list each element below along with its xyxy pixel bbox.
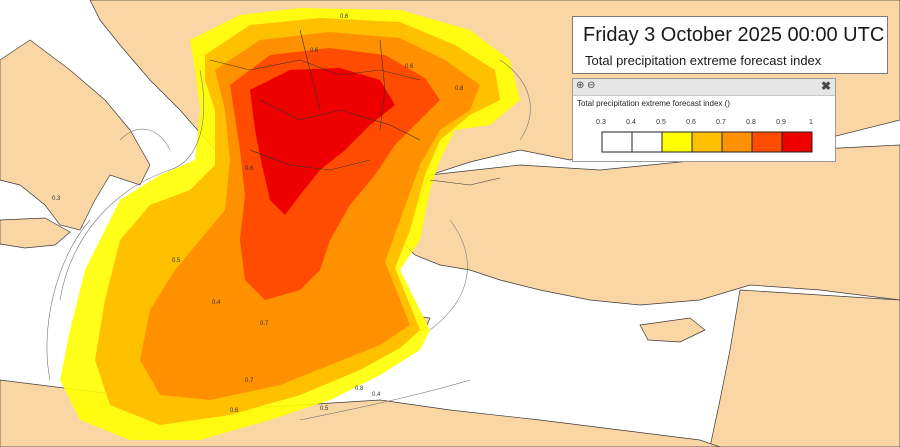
legend-tick-label: 1 (809, 119, 813, 126)
legend-tick-label: 0.7 (716, 119, 726, 126)
map-title: Friday 3 October 2025 00:00 UTC (583, 24, 885, 46)
legend-tick-labels: 0.3 0.4 0.5 0.6 0.7 0.8 0.9 1 (596, 119, 813, 129)
legend-class-swatch (781, 131, 813, 153)
land-cyprus (639, 317, 706, 343)
legend-class-swatch (601, 131, 633, 153)
contour-label: 0.4 (212, 300, 221, 306)
legend-class-swatch (751, 131, 783, 153)
map-subtitle: Total precipitation extreme forecast ind… (585, 53, 822, 68)
legend-tick-label: 0.6 (686, 119, 696, 126)
land-sicily (0, 217, 71, 249)
country-borders (209, 29, 501, 186)
contour-label: 0.7 (245, 378, 254, 384)
contour-label: 0.3 (52, 196, 61, 202)
legend-class-swatch (631, 131, 663, 153)
land-levant (709, 289, 900, 447)
contour-label: 0.6 (230, 408, 239, 414)
legend-tick-label: 0.5 (656, 119, 666, 126)
legend-tick-label: 0.4 (626, 119, 636, 126)
legend-color-bar (601, 131, 813, 153)
legend-class-swatch (691, 131, 723, 153)
contour-label: 0.6 (310, 48, 319, 54)
contour-label: 0.6 (245, 166, 254, 172)
close-icon[interactable]: ✖ (820, 79, 831, 93)
contour-label: 0.5 (172, 258, 181, 264)
contour-label: 0.6 (405, 64, 414, 70)
land-italy (0, 39, 151, 231)
legend-tick-label: 0.3 (596, 119, 606, 126)
precipitation-index-shading (60, 8, 520, 440)
contour-label: 0.8 (355, 386, 364, 392)
legend-class-swatch (661, 131, 693, 153)
contour-label: 0.5 (320, 406, 329, 412)
legend-tick-label: 0.8 (746, 119, 756, 126)
zoom-out-icon[interactable]: ⊖ (587, 80, 596, 91)
contour-label: 0.4 (372, 392, 381, 398)
contour-labels: 0.6 0.6 0.6 0.8 0.6 0.3 0.5 0.4 0.7 0.7 … (52, 14, 464, 414)
zoom-in-icon[interactable]: ⊕ (576, 80, 585, 91)
contour-label: 0.8 (455, 86, 464, 92)
legend-class-swatch (721, 131, 753, 153)
contour-label: 0.6 (340, 14, 349, 20)
index-band-0.9 (250, 68, 395, 215)
contour-label: 0.7 (260, 321, 269, 327)
map-title-box: Friday 3 October 2025 00:00 UTC Total pr… (572, 16, 888, 74)
legend-title: Total precipitation extreme forecast ind… (577, 99, 730, 108)
legend-panel: ⊕ ⊖ ✖ Total precipitation extreme foreca… (572, 78, 836, 162)
contour-lines (46, 59, 531, 421)
legend-tick-label: 0.9 (776, 119, 786, 126)
legend-toolbar: ⊕ ⊖ ✖ (573, 79, 835, 96)
